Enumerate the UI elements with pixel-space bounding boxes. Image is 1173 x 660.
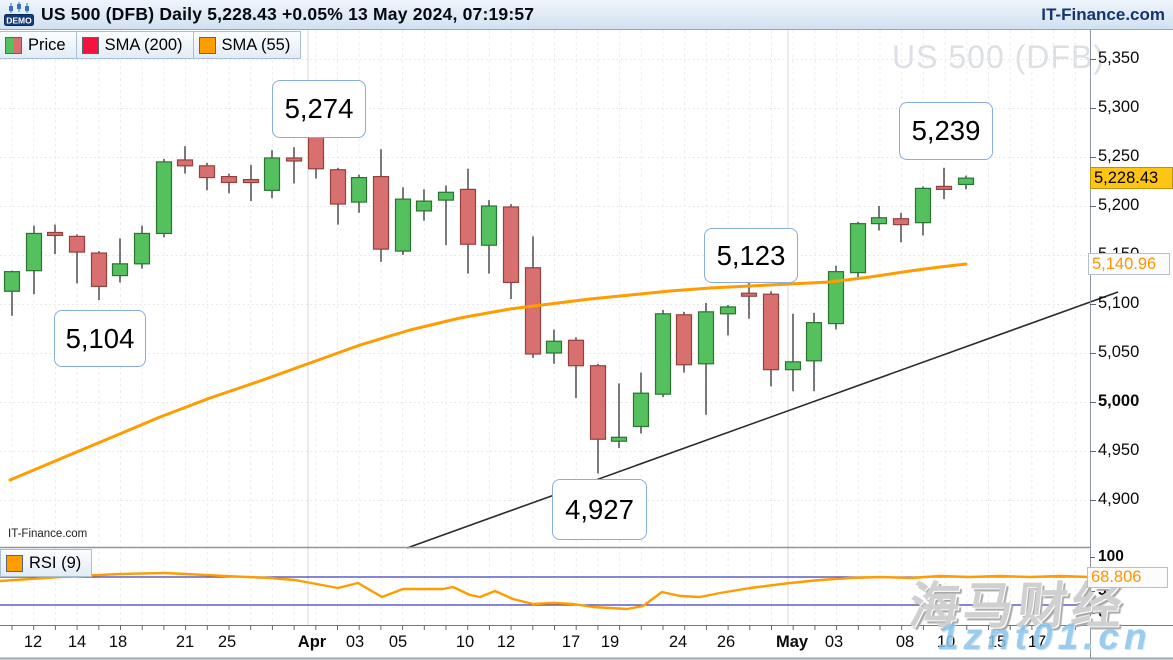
sma200-swatch-icon — [81, 36, 99, 54]
price-axis-label: 5,200 — [1098, 196, 1140, 214]
x-axis-label: 10 — [936, 633, 956, 651]
price-axis-label: 5,100 — [1098, 294, 1140, 312]
x-axis-label: 08 — [895, 633, 915, 651]
title-bar: DEMO US 500 (DFB) Daily 5,228.43 +0.05% … — [0, 0, 1173, 30]
price-axis-label: 4,950 — [1098, 441, 1140, 459]
x-axis-label: 18 — [108, 633, 128, 651]
legend-sma55-label: SMA (55) — [221, 35, 291, 54]
x-axis-label: 24 — [668, 633, 688, 651]
x-axis-label: 14 — [67, 633, 87, 651]
domain-watermark: 1znt01.cn — [938, 616, 1152, 657]
current-price-tag: 5,228.43 — [1090, 167, 1173, 189]
x-axis-label: 17 — [1027, 633, 1047, 651]
price-axis-label: 4,900 — [1098, 490, 1140, 508]
demo-badge-icon: DEMO — [4, 2, 34, 26]
x-axis-label: 19 — [600, 633, 620, 651]
price-axis-label: 5,300 — [1098, 98, 1140, 116]
x-axis-label: 26 — [716, 633, 736, 651]
legend-item-rsi[interactable]: RSI (9) — [0, 549, 93, 577]
rsi-axis-label: 100 — [1098, 548, 1124, 565]
legend-item-sma55[interactable]: SMA (55) — [192, 31, 302, 59]
rsi-value-tag: 68.806 — [1087, 567, 1168, 588]
price-axis-label: 5,000 — [1098, 392, 1140, 410]
legend-item-sma200[interactable]: SMA (200) — [75, 31, 194, 59]
x-axis-label: 05 — [388, 633, 408, 651]
chart-title: US 500 (DFB) Daily 5,228.43 +0.05% 13 Ma… — [41, 4, 535, 24]
price-annotation-5239[interactable]: 5,239 — [899, 102, 993, 160]
x-axis-label: 15 — [987, 633, 1007, 651]
legend-rsi-label: RSI (9) — [29, 553, 82, 572]
x-axis-label: Apr — [297, 633, 327, 651]
rsi-axis-label: 0 — [1098, 604, 1107, 621]
symbol-watermark: US 500 (DFB) — [892, 39, 1105, 75]
price-axis-label: 5,350 — [1098, 49, 1140, 67]
price-axis-label: 5,050 — [1098, 343, 1140, 361]
sma55-value-tag: 5,140.96 — [1088, 253, 1170, 275]
chart-canvas[interactable] — [0, 30, 1173, 660]
price-annotation-4927[interactable]: 4,927 — [552, 479, 647, 540]
x-axis-label: May — [775, 633, 809, 651]
x-axis-label: 10 — [455, 633, 475, 651]
x-axis-label: 25 — [217, 633, 237, 651]
demo-badge-label: DEMO — [6, 16, 32, 26]
rsi-legend: RSI (9) — [0, 549, 93, 577]
x-axis-label: 12 — [496, 633, 516, 651]
x-axis-label: 12 — [23, 633, 43, 651]
price-annotation-5123[interactable]: 5,123 — [704, 228, 798, 283]
price-annotation-5274[interactable]: 5,274 — [272, 80, 366, 138]
x-axis-label: 03 — [345, 633, 365, 651]
rsi-swatch-icon — [6, 554, 23, 572]
price-axis-label: 5,250 — [1098, 147, 1140, 165]
legend-price-label: Price — [28, 35, 66, 54]
price-annotation-5104[interactable]: 5,104 — [54, 310, 146, 367]
x-axis-label: 21 — [175, 633, 195, 651]
price-swatch-icon — [5, 36, 22, 54]
chart-credit: IT-Finance.com — [8, 528, 88, 540]
brand-link[interactable]: IT-Finance.com — [1041, 4, 1165, 24]
legend-sma200-label: SMA (200) — [104, 35, 183, 54]
legend-item-price[interactable]: Price — [0, 31, 77, 59]
sma55-swatch-icon — [198, 36, 216, 54]
x-axis-label: 03 — [824, 633, 844, 651]
main-legend: Price SMA (200) SMA (55) — [0, 31, 302, 59]
x-axis-label: 17 — [561, 633, 581, 651]
